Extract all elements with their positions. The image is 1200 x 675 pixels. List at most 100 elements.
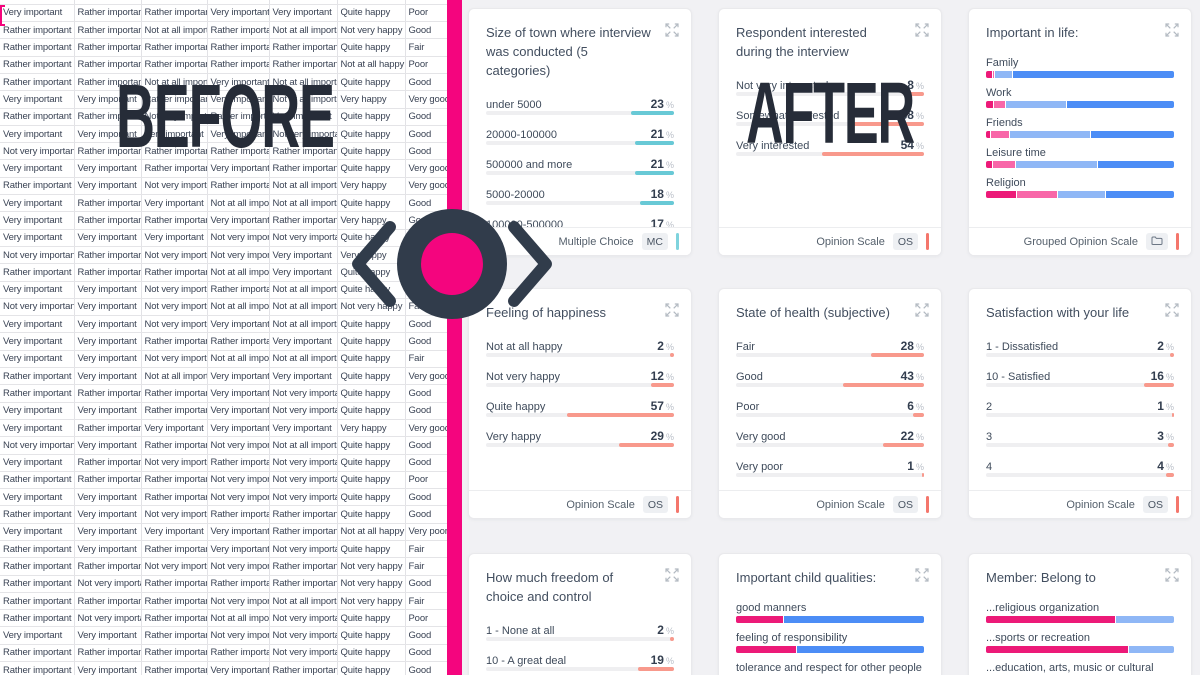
table-cell[interactable]: Very important [207, 384, 270, 403]
table-cell[interactable]: Not very important [141, 246, 208, 265]
table-cell[interactable]: Not at all happy [337, 56, 406, 74]
table-cell[interactable]: Very important [141, 194, 208, 213]
table-cell[interactable]: Rather important [141, 540, 208, 559]
table-cell[interactable]: Rather important [207, 177, 270, 196]
table-cell[interactable]: Good [405, 661, 447, 675]
table-cell[interactable]: Not very important [207, 471, 270, 490]
table-cell[interactable]: Rather important [141, 575, 208, 593]
table-cell[interactable]: Good [405, 488, 447, 507]
table-cell[interactable]: Rather important [269, 575, 338, 593]
table-cell[interactable]: Very important [0, 350, 75, 369]
table-cell[interactable]: Quite happy [337, 0, 406, 5]
table-cell[interactable]: Rather important [74, 142, 142, 161]
table-cell[interactable]: Not very important [141, 298, 208, 317]
table-cell[interactable]: Rather important [141, 661, 208, 675]
table-cell[interactable]: Not at all important [141, 21, 208, 40]
table-cell[interactable]: Rather important [207, 21, 270, 40]
table-cell[interactable]: Not very happy [337, 557, 406, 576]
table-cell[interactable]: Very good [405, 367, 447, 386]
table-cell[interactable]: Very important [269, 367, 338, 386]
table-cell[interactable]: Good [405, 575, 447, 593]
table-cell[interactable]: Rather important [141, 402, 208, 420]
table-cell[interactable]: Rather important [74, 38, 142, 57]
table-cell[interactable]: Not very important [269, 609, 338, 628]
table-cell[interactable]: Rather important [0, 540, 75, 559]
table-cell[interactable]: Not very important [269, 471, 338, 490]
table-cell[interactable]: Not very important [0, 142, 75, 161]
table-cell[interactable]: Not very important [0, 298, 75, 317]
table-cell[interactable]: Rather important [269, 505, 338, 524]
table-cell[interactable]: Very important [74, 159, 142, 178]
table-cell[interactable]: Very important [207, 90, 270, 109]
table-cell[interactable]: Not very happy [337, 592, 406, 611]
table-cell[interactable]: Very important [74, 436, 142, 455]
expand-icon[interactable] [665, 303, 679, 317]
table-cell[interactable]: Very important [74, 281, 142, 299]
table-cell[interactable]: Rather important [269, 211, 338, 230]
table-cell[interactable]: Very important [74, 298, 142, 317]
table-cell[interactable]: Good [405, 142, 447, 161]
table-cell[interactable]: Good [405, 21, 447, 40]
table-cell[interactable]: Quite happy [337, 505, 406, 524]
table-cell[interactable]: Rather important [0, 177, 75, 196]
table-cell[interactable]: Not very important [207, 436, 270, 455]
table-cell[interactable]: Not at all important [269, 194, 338, 213]
table-cell[interactable]: Quite happy [337, 125, 406, 144]
table-cell[interactable]: Rather important [207, 454, 270, 472]
table-cell[interactable]: Quite happy [337, 194, 406, 213]
table-cell[interactable]: Rather important [141, 159, 208, 178]
table-cell[interactable]: Not at all important [269, 177, 338, 196]
table-cell[interactable]: Not very important [0, 246, 75, 265]
table-cell[interactable]: Rather important [74, 246, 142, 265]
table-cell[interactable]: Very important [207, 419, 270, 438]
table-cell[interactable]: Very important [207, 523, 270, 542]
table-cell[interactable]: Very important [0, 419, 75, 438]
table-cell[interactable]: Rather important [0, 0, 75, 5]
table-cell[interactable]: Not very important [141, 350, 208, 369]
table-cell[interactable]: Very happy [337, 419, 406, 438]
table-cell[interactable]: Poor [405, 56, 447, 74]
table-cell[interactable]: Very important [269, 419, 338, 438]
table-cell[interactable]: Rather important [74, 108, 142, 126]
table-cell[interactable]: Rather important [141, 384, 208, 403]
table-cell[interactable]: Very important [269, 4, 338, 23]
table-cell[interactable]: Rather important [141, 90, 208, 109]
table-cell[interactable]: Very important [74, 350, 142, 369]
table-cell[interactable]: Quite happy [337, 73, 406, 92]
table-cell[interactable]: Rather important [74, 194, 142, 213]
table-cell[interactable]: Very important [141, 125, 208, 144]
table-cell[interactable]: Not very important [141, 315, 208, 334]
table-cell[interactable]: Rather important [269, 159, 338, 178]
table-cell[interactable]: Rather important [269, 56, 338, 74]
table-cell[interactable]: Rather important [141, 436, 208, 455]
table-cell[interactable]: Very good [405, 90, 447, 109]
table-cell[interactable]: Very good [405, 177, 447, 196]
table-cell[interactable]: Very happy [337, 90, 406, 109]
table-cell[interactable]: Rather important [74, 263, 142, 282]
table-cell[interactable]: Good [405, 332, 447, 351]
table-cell[interactable]: Not very important [207, 592, 270, 611]
table-cell[interactable]: Very important [0, 90, 75, 109]
table-cell[interactable]: Quite happy [337, 350, 406, 369]
table-cell[interactable]: Good [405, 505, 447, 524]
table-cell[interactable]: Poor [405, 4, 447, 23]
table-cell[interactable]: Not very important [207, 488, 270, 507]
table-cell[interactable]: Not very happy [337, 575, 406, 593]
table-cell[interactable]: Good [405, 626, 447, 645]
table-cell[interactable]: Rather important [0, 557, 75, 576]
table-cell[interactable]: Very important [74, 505, 142, 524]
table-cell[interactable]: Rather important [0, 367, 75, 386]
table-cell[interactable]: Very poor [405, 523, 447, 542]
table-cell[interactable]: Not at all happy [337, 523, 406, 542]
table-cell[interactable]: Very important [74, 523, 142, 542]
table-cell[interactable]: Not at all important [207, 263, 270, 282]
table-cell[interactable]: Rather important [269, 0, 338, 5]
table-cell[interactable]: Rather important [141, 4, 208, 23]
table-cell[interactable]: Not very happy [337, 21, 406, 40]
table-cell[interactable]: Rather important [141, 0, 208, 5]
table-cell[interactable]: Rather important [74, 56, 142, 74]
table-cell[interactable]: Rather important [207, 108, 270, 126]
table-cell[interactable]: Fair [405, 557, 447, 576]
table-cell[interactable]: Rather important [0, 644, 75, 663]
table-cell[interactable]: Quite happy [337, 661, 406, 675]
